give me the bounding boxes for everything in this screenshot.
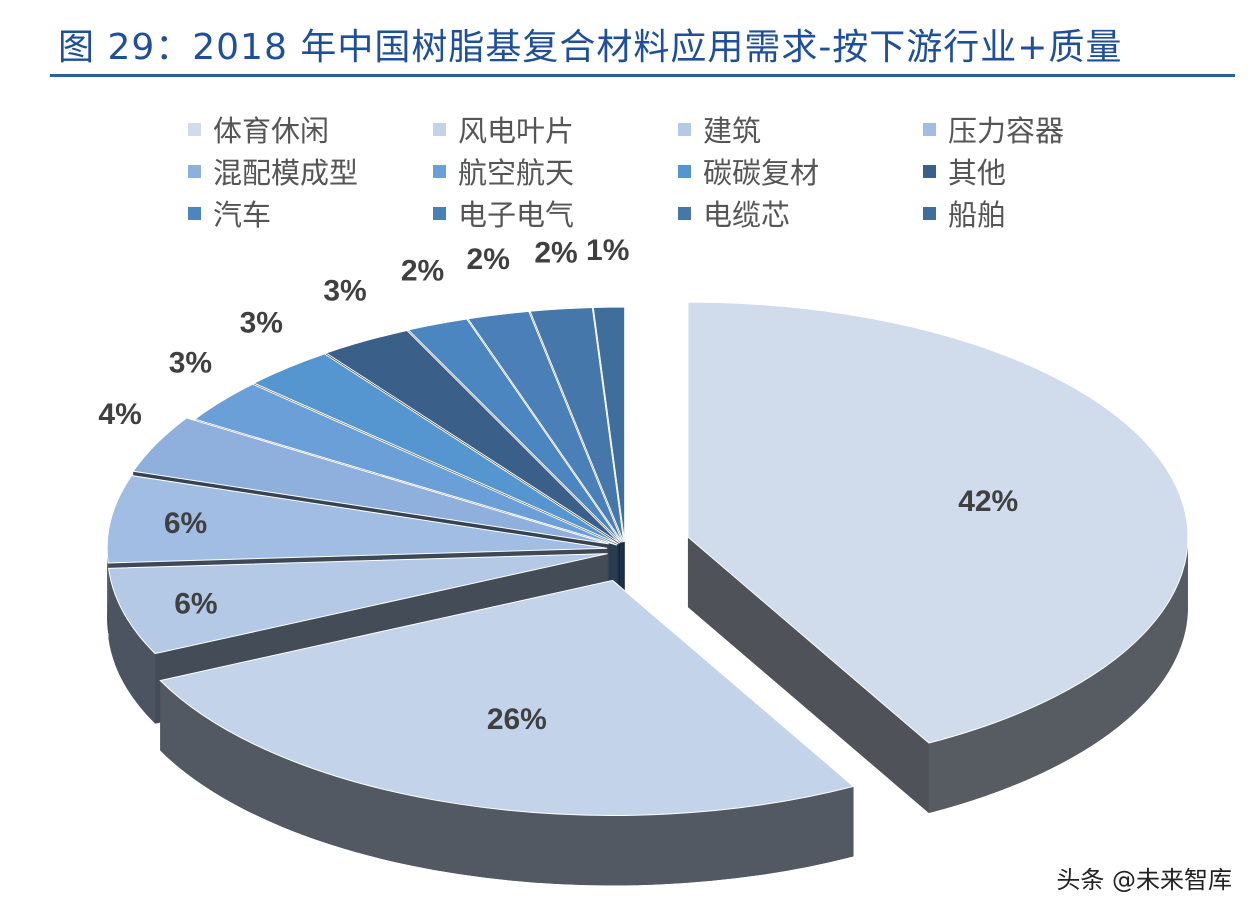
pie-slice-7 [324, 329, 621, 544]
legend-label: 汽车 [213, 198, 272, 232]
legend-swatch [923, 122, 936, 136]
legend-item: 碳碳复材 [678, 152, 923, 190]
legend-label: 碳碳复材 [703, 156, 820, 190]
legend-item: 汽车 [188, 194, 433, 232]
legend-label: 压力容器 [948, 114, 1065, 148]
pie-slice-10 [529, 307, 625, 543]
data-label: 2% [534, 236, 577, 269]
legend: 体育休闲 风电叶片 建筑 压力容器混配模成型 航空航天 碳碳复材 其他汽车 电子电气 电缆芯 船舶 [188, 110, 1168, 232]
data-label: 3% [323, 274, 366, 307]
data-label: 26% [487, 703, 547, 736]
legend-swatch [433, 164, 446, 178]
legend-swatch [188, 122, 201, 136]
legend-swatch [433, 122, 446, 136]
data-label: 2% [467, 243, 510, 276]
watermark: 头条 @未来智库 [1056, 866, 1232, 894]
legend-label: 电缆芯 [703, 198, 791, 232]
legend-label: 建筑 [703, 114, 762, 148]
legend-label: 其他 [948, 156, 1007, 190]
legend-item: 其他 [923, 152, 1168, 190]
pie-slice-1 [159, 579, 855, 816]
legend-item: 风电叶片 [433, 110, 678, 148]
chart-title: 图 29：2018 年中国树脂基复合材料应用需求-按下游行业+质量 [58, 27, 1123, 68]
legend-item: 建筑 [678, 110, 923, 148]
legend-label: 航空航天 [458, 156, 575, 190]
data-label: 3% [240, 306, 283, 339]
legend-label: 电子电气 [458, 198, 575, 232]
pie-slice-11 [592, 306, 626, 543]
pie-slice-4 [132, 417, 609, 545]
legend-item: 混配模成型 [188, 152, 433, 190]
data-label: 6% [164, 507, 207, 540]
legend-item: 电缆芯 [678, 194, 923, 232]
legend-label: 体育休闲 [213, 114, 330, 148]
slice-tops [106, 301, 1189, 816]
legend-item: 船舶 [923, 194, 1168, 232]
legend-item: 体育休闲 [188, 110, 433, 148]
legend-swatch [678, 164, 691, 178]
slice-outer-wall [928, 537, 1188, 814]
pie-slice-9 [467, 310, 623, 543]
pie-slice-2 [107, 553, 608, 655]
pie-slice-6 [252, 353, 619, 545]
legend-swatch [678, 122, 691, 136]
slice-outer-wall [160, 680, 854, 886]
legend-label: 混配模成型 [213, 156, 359, 190]
legend-item: 压力容器 [923, 110, 1168, 148]
data-label: 3% [169, 346, 212, 379]
slice-outer-wall [107, 548, 109, 633]
data-labels: 42% 26% 6% 6% 4% 3% 3% 3% 2% 2% 2% 1% [98, 234, 1018, 736]
legend-item: 航空航天 [433, 152, 678, 190]
pie-slice-5 [193, 383, 618, 546]
legend-swatch [188, 206, 201, 220]
pie-slice-3 [106, 475, 608, 564]
title-divider [50, 74, 1235, 77]
data-label: 4% [98, 398, 141, 431]
pie-slice-0 [687, 301, 1189, 744]
legend-swatch [188, 164, 201, 178]
legend-swatch [923, 206, 936, 220]
data-label: 1% [586, 234, 629, 267]
slice-wall [687, 537, 929, 814]
legend-swatch [923, 164, 936, 178]
data-label: 2% [401, 254, 444, 287]
data-label: 6% [174, 587, 217, 620]
data-label: 42% [958, 485, 1018, 518]
legend-item: 电子电气 [433, 194, 678, 232]
legend-swatch [678, 206, 691, 220]
legend-swatch [433, 206, 446, 220]
legend-label: 船舶 [948, 198, 1007, 232]
pie-slice-8 [407, 318, 622, 543]
legend-label: 风电叶片 [458, 114, 575, 148]
